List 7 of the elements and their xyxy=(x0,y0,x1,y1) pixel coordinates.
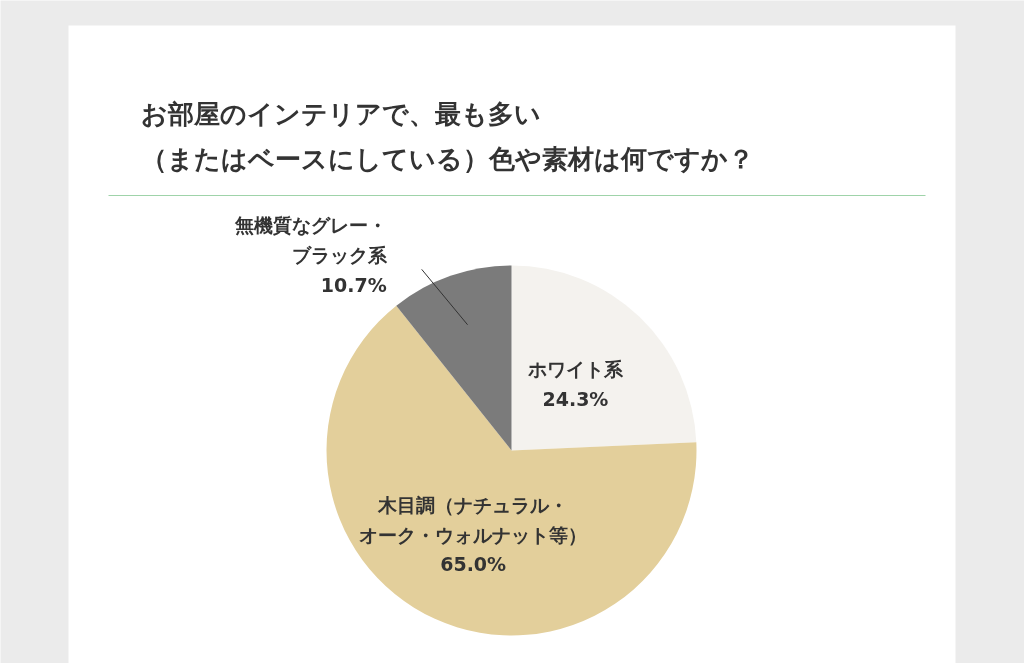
chart-title: お部屋のインテリアで、最も多い（またはベースにしている）色や素材は何ですか？ xyxy=(140,98,754,174)
slice-label: 木目調（ナチュラル・オーク・ウォルナット等） xyxy=(359,493,588,546)
data-label: 10.7% xyxy=(320,273,387,296)
data-label: 24.3% xyxy=(542,387,609,410)
slice-label: 無機質なグレー・ブラック系 xyxy=(233,214,388,267)
slice-label: ホワイト系 xyxy=(526,357,624,380)
data-label: 65.0% xyxy=(440,553,507,576)
